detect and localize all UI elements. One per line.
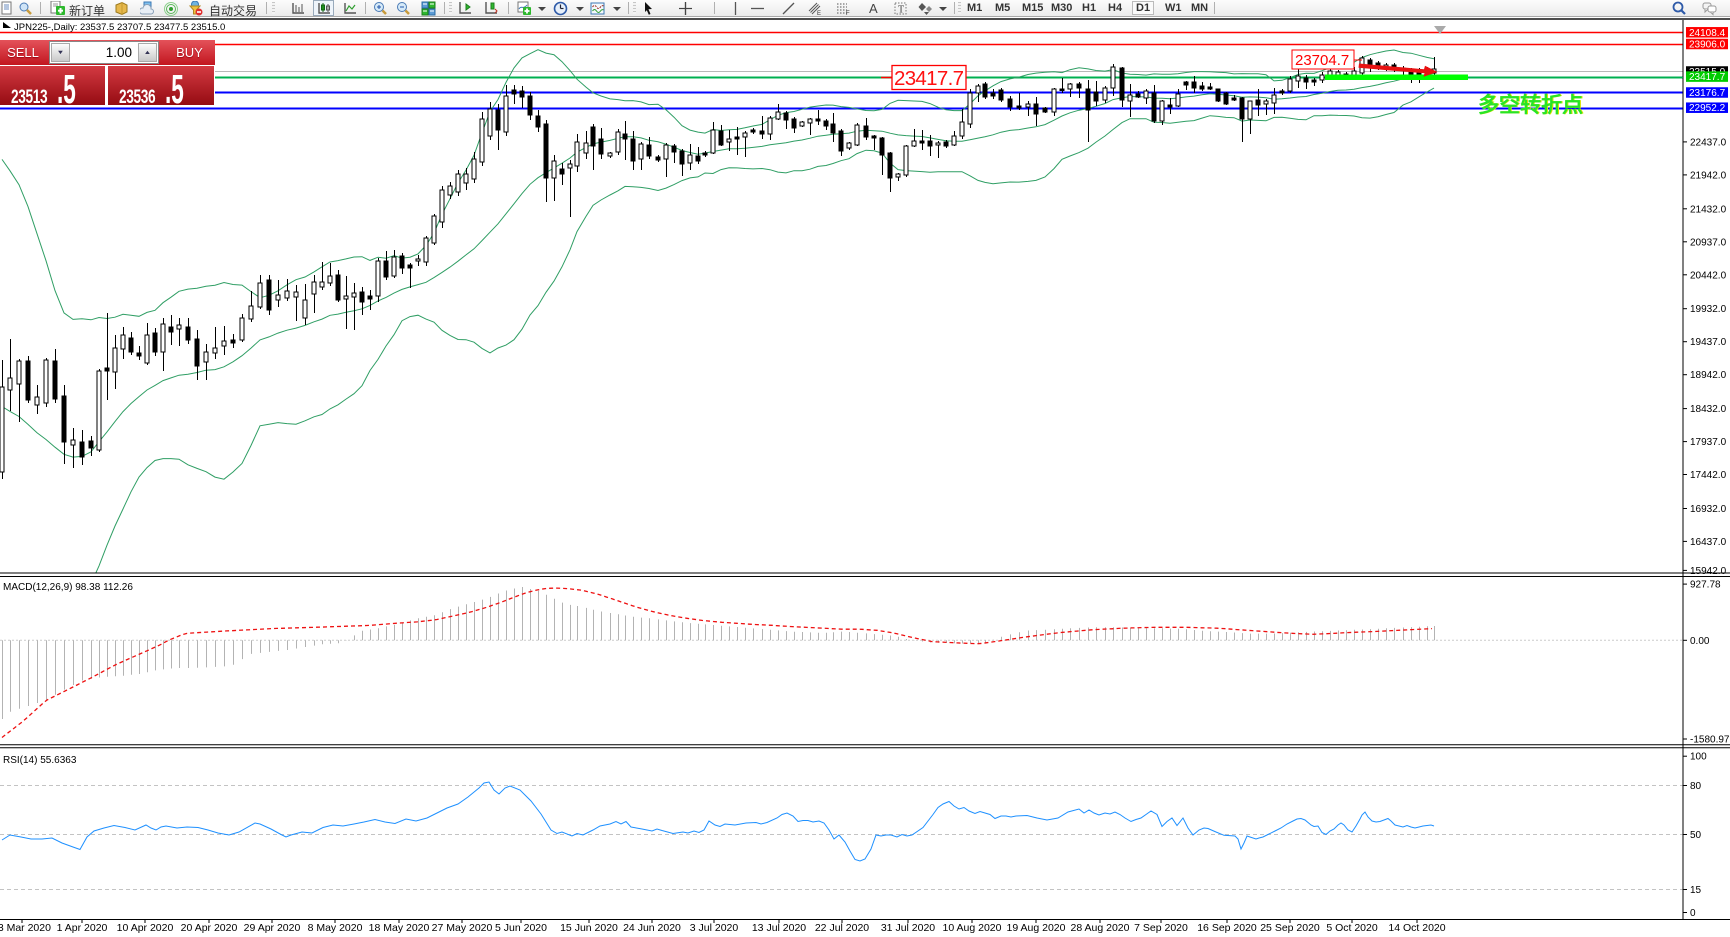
svg-text:16 Sep 2020: 16 Sep 2020 xyxy=(1197,922,1257,934)
svg-text:19437.0: 19437.0 xyxy=(1690,337,1727,348)
svg-text:-1580.97: -1580.97 xyxy=(1690,735,1730,746)
svg-text:23417.7: 23417.7 xyxy=(1689,72,1726,83)
svg-text:15 Jun 2020: 15 Jun 2020 xyxy=(560,922,618,934)
svg-text:18 May 2020: 18 May 2020 xyxy=(369,922,430,934)
svg-text:8 May 2020: 8 May 2020 xyxy=(308,922,363,934)
svg-text:25 Sep 2020: 25 Sep 2020 xyxy=(1260,922,1320,934)
svg-text:5 Jun 2020: 5 Jun 2020 xyxy=(495,922,547,934)
svg-text:F: F xyxy=(846,11,850,16)
svg-text:23417.7: 23417.7 xyxy=(894,67,964,90)
svg-text:29 Apr 2020: 29 Apr 2020 xyxy=(244,922,301,934)
svg-text:15: 15 xyxy=(1690,885,1702,896)
svg-text:7 Sep 2020: 7 Sep 2020 xyxy=(1134,922,1188,934)
svg-text:18942.0: 18942.0 xyxy=(1690,370,1727,381)
svg-text:24 Jun 2020: 24 Jun 2020 xyxy=(623,922,681,934)
svg-text:16932.0: 16932.0 xyxy=(1690,504,1727,515)
svg-text:31 Jul 2020: 31 Jul 2020 xyxy=(881,922,935,934)
svg-text:20 Apr 2020: 20 Apr 2020 xyxy=(181,922,238,934)
svg-text:JPN225-,Daily: 23537.5 23707.5: JPN225-,Daily: 23537.5 23707.5 23477.5 2… xyxy=(14,22,225,33)
svg-text:0: 0 xyxy=(1690,908,1696,919)
svg-text:23906.0: 23906.0 xyxy=(1689,40,1726,51)
svg-text:15942.0: 15942.0 xyxy=(1690,566,1727,577)
svg-text:27 May 2020: 27 May 2020 xyxy=(432,922,493,934)
svg-text:21942.0: 21942.0 xyxy=(1690,170,1727,181)
svg-text:22437.0: 22437.0 xyxy=(1690,137,1727,148)
svg-text:24108.4: 24108.4 xyxy=(1689,28,1726,39)
svg-text:E: E xyxy=(817,11,821,16)
svg-text:5 Oct 2020: 5 Oct 2020 xyxy=(1326,922,1378,934)
svg-text:17442.0: 17442.0 xyxy=(1690,470,1727,481)
svg-text:100: 100 xyxy=(1690,752,1707,763)
svg-text:10 Aug 2020: 10 Aug 2020 xyxy=(943,922,1002,934)
svg-text:28 Aug 2020: 28 Aug 2020 xyxy=(1071,922,1130,934)
svg-text:80: 80 xyxy=(1690,781,1702,792)
svg-text:A: A xyxy=(869,1,878,16)
svg-text:14 Oct 2020: 14 Oct 2020 xyxy=(1388,922,1445,934)
svg-text:20937.0: 20937.0 xyxy=(1690,237,1727,248)
svg-text:13 Jul 2020: 13 Jul 2020 xyxy=(752,922,806,934)
svg-text:0.00: 0.00 xyxy=(1690,636,1710,647)
svg-text:RSI(14) 55.6363: RSI(14) 55.6363 xyxy=(3,755,77,766)
svg-text:多空转折点: 多空转折点 xyxy=(1478,93,1583,117)
svg-text:23176.7: 23176.7 xyxy=(1689,88,1726,99)
svg-text:50: 50 xyxy=(1690,830,1702,841)
svg-text:22 Jul 2020: 22 Jul 2020 xyxy=(815,922,869,934)
svg-text:20442.0: 20442.0 xyxy=(1690,270,1727,281)
svg-text:10 Apr 2020: 10 Apr 2020 xyxy=(117,922,174,934)
svg-text:T: T xyxy=(898,5,904,16)
svg-text:927.78: 927.78 xyxy=(1690,580,1721,591)
svg-text:18432.0: 18432.0 xyxy=(1690,404,1727,415)
svg-text:23 Mar 2020: 23 Mar 2020 xyxy=(0,922,51,934)
svg-text:17937.0: 17937.0 xyxy=(1690,437,1727,448)
svg-text:21432.0: 21432.0 xyxy=(1690,204,1727,215)
svg-text:1 Apr 2020: 1 Apr 2020 xyxy=(57,922,108,934)
svg-text:MACD(12,26,9) 98.38 112.26: MACD(12,26,9) 98.38 112.26 xyxy=(3,582,133,593)
svg-text:3 Jul 2020: 3 Jul 2020 xyxy=(690,922,739,934)
svg-text:16437.0: 16437.0 xyxy=(1690,537,1727,548)
svg-text:19 Aug 2020: 19 Aug 2020 xyxy=(1007,922,1066,934)
svg-text:22952.2: 22952.2 xyxy=(1689,103,1726,114)
svg-text:19932.0: 19932.0 xyxy=(1690,304,1727,315)
svg-text:23704.7: 23704.7 xyxy=(1295,52,1349,69)
